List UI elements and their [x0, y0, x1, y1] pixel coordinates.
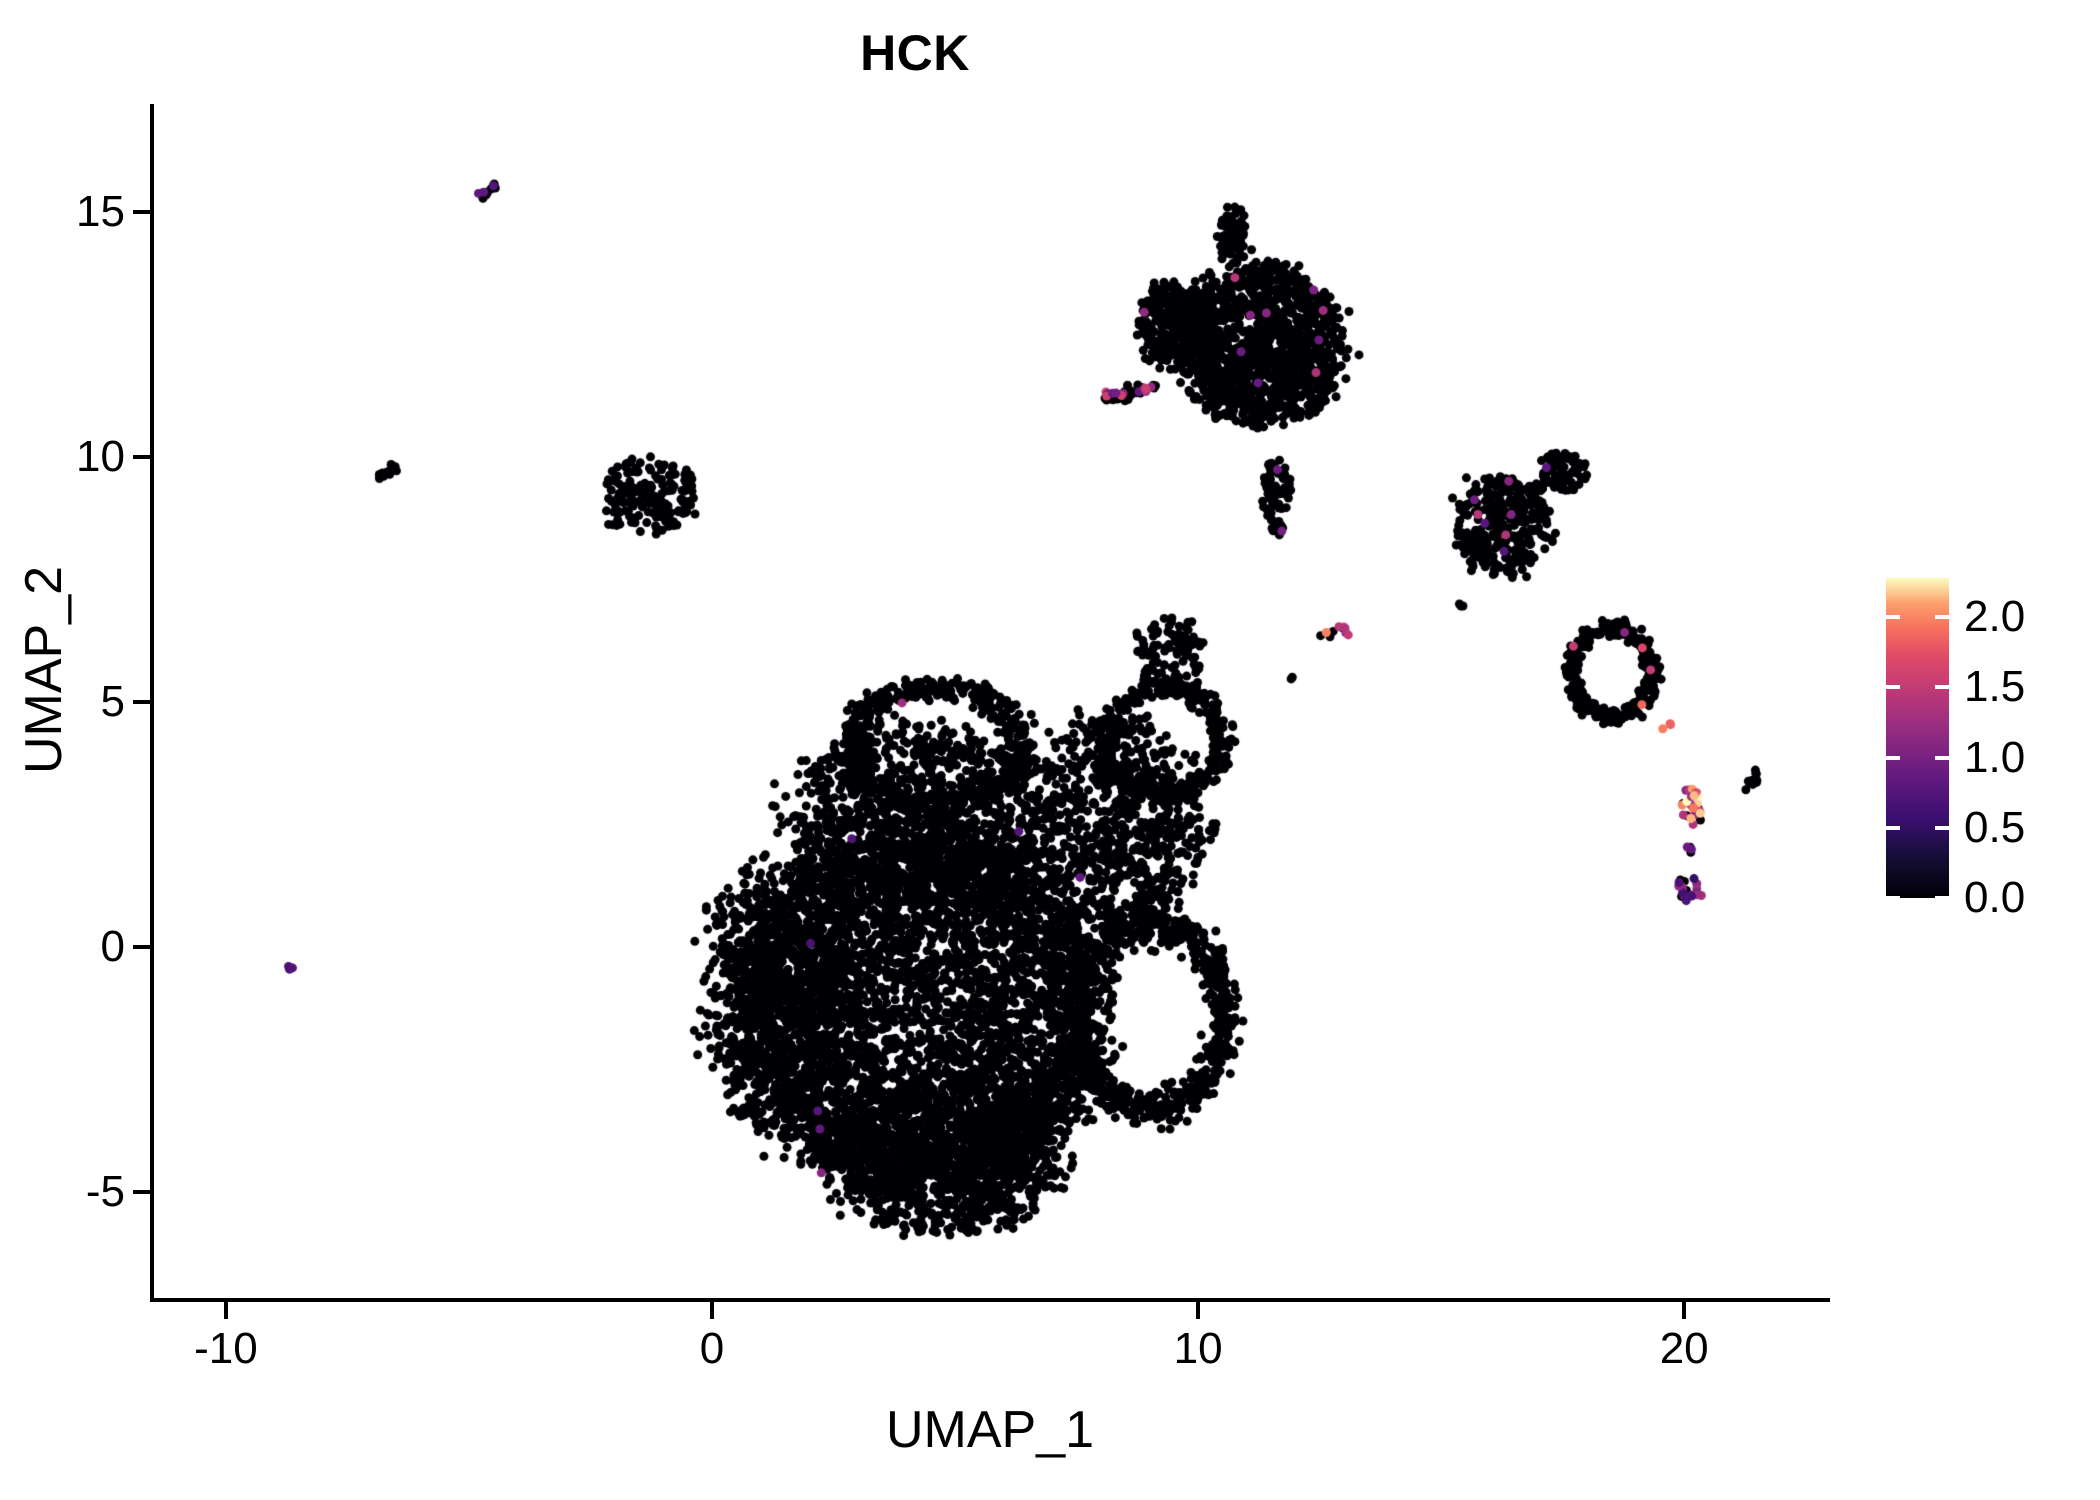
x-axis-title: UMAP_1	[885, 1401, 1095, 1459]
x-tick-label: 20	[1659, 1324, 1709, 1373]
y-axis-title: UMAP_2	[15, 565, 73, 775]
x-tick-mark	[1682, 1302, 1687, 1319]
y-tick-label: -5	[85, 1167, 125, 1217]
y-tick-label: 5	[100, 677, 125, 726]
colorbar-tick-label: 1.0	[1964, 732, 2026, 782]
colorbar-tick-mark	[1935, 825, 1949, 830]
colorbar-tick-mark	[1935, 896, 1949, 900]
scatter-plot-canvas	[153, 104, 1830, 1300]
y-tick-mark	[133, 454, 150, 459]
y-tick-label: 10	[76, 431, 125, 481]
x-axis-line	[150, 1298, 1830, 1302]
x-tick-mark	[1196, 1302, 1201, 1319]
colorbar-gradient	[1886, 578, 1949, 898]
colorbar-tick-label: 0.0	[1964, 873, 2026, 922]
colorbar-tick-mark	[1935, 755, 1949, 760]
y-tick-mark	[133, 1190, 150, 1195]
colorbar-tick-mark	[1886, 755, 1900, 760]
x-tick-mark	[710, 1302, 714, 1319]
x-tick-label: 0	[699, 1324, 725, 1373]
colorbar-tick-label: 1.5	[1964, 662, 2026, 712]
page-title: HCK	[860, 25, 970, 81]
y-tick-label: 15	[76, 186, 125, 236]
y-axis-line	[150, 104, 154, 1302]
colorbar-tick-label: 2.0	[1964, 592, 2026, 642]
colorbar-tick-mark	[1935, 685, 1949, 690]
colorbar-tick-mark	[1886, 896, 1900, 900]
y-tick-label: 0	[100, 922, 125, 972]
color-legend: 0.0 0.5 1.0 1.5 2.0	[1886, 578, 2076, 920]
colorbar-tick-label: 0.5	[1964, 802, 2026, 852]
y-tick-mark	[133, 945, 150, 950]
colorbar-tick-mark	[1886, 685, 1900, 690]
x-tick-mark	[223, 1302, 228, 1319]
x-tick-label: -10	[194, 1324, 258, 1373]
colorbar-tick-mark	[1935, 615, 1949, 620]
colorbar-tick-mark	[1886, 825, 1900, 830]
colorbar-tick-mark	[1886, 615, 1900, 620]
x-tick-label: 10	[1173, 1324, 1223, 1373]
y-tick-mark	[133, 209, 150, 214]
y-tick-mark	[133, 700, 150, 704]
